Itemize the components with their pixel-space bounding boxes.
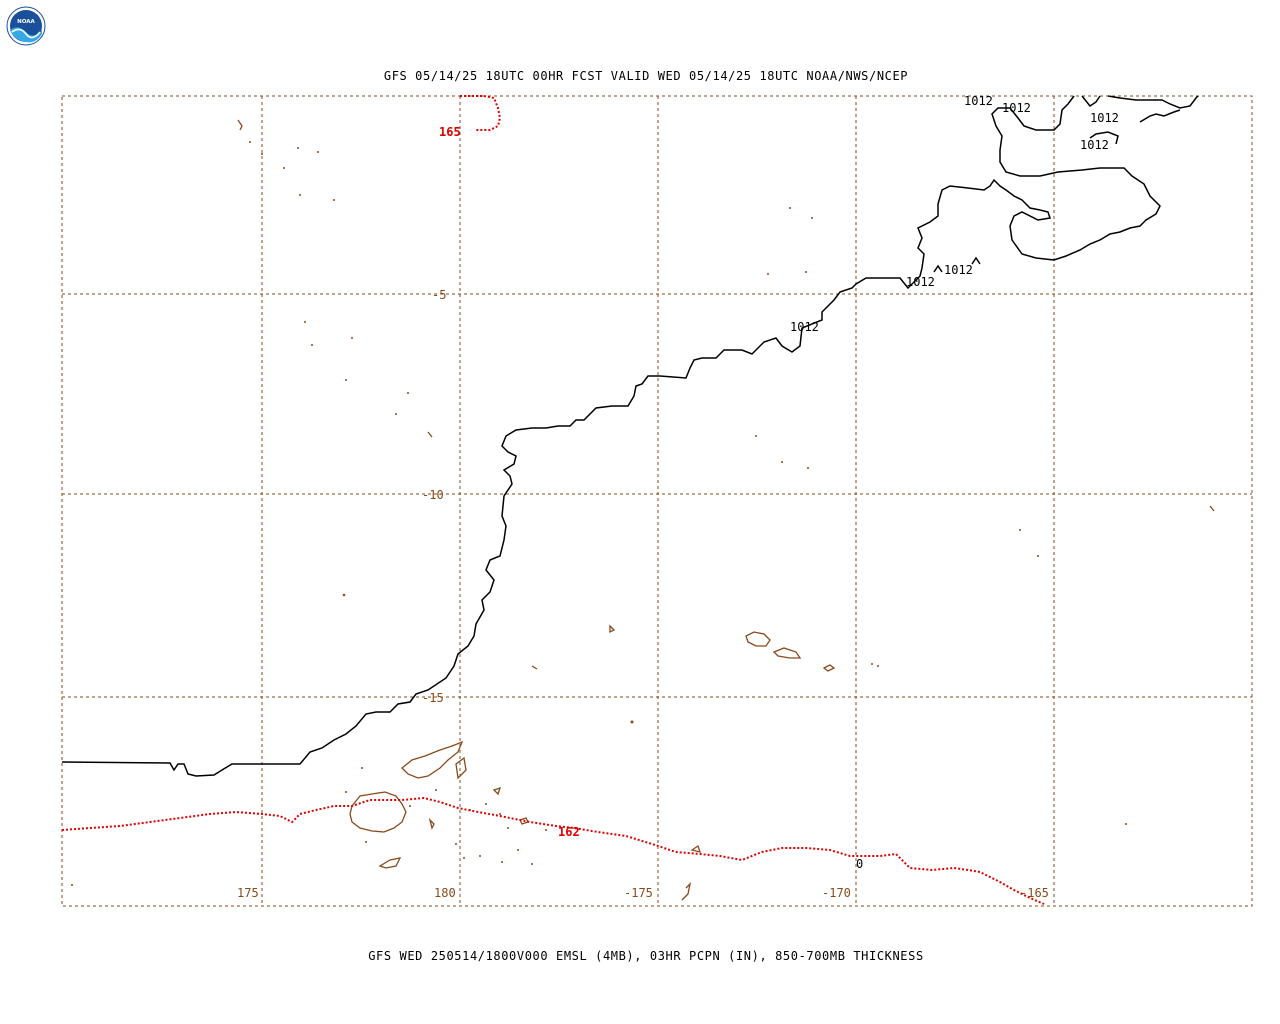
fiji-viti-levu	[349, 791, 407, 833]
noaa-logo-icon: NOAA	[6, 6, 46, 46]
lon-label-minus170: -170	[822, 886, 851, 900]
islet-10	[492, 786, 502, 796]
small-islands	[71, 141, 1127, 886]
lon-label-minus175: -175	[624, 886, 653, 900]
lat-label-minus5: -5	[432, 288, 446, 302]
thickness-label-165: 165	[439, 125, 461, 139]
coastlines	[237, 119, 1215, 901]
isobar-1012-ne	[1081, 95, 1101, 108]
map-caption: GFS WED 250514/1800V000 EMSL (4MB), 03HR…	[368, 949, 924, 963]
lat-label-minus15: -15	[422, 691, 444, 705]
islet-1	[822, 664, 836, 672]
isobar-label: 1012	[1002, 101, 1031, 115]
map-grid	[61, 95, 1253, 907]
map-label-zero: 0	[856, 857, 863, 871]
islet-5	[609, 624, 616, 634]
thickness-contours	[61, 95, 1045, 905]
fiji-vanua-levu	[401, 740, 464, 779]
islet-2	[681, 882, 692, 901]
islet-8	[690, 844, 701, 853]
isobar-label: 1012	[906, 275, 935, 289]
isobar-label: 1012	[964, 94, 993, 108]
isobar-1012-e	[1107, 95, 1199, 109]
fiji-taveuni	[455, 756, 467, 780]
lon-label-minus165: -165	[1020, 886, 1049, 900]
isobars	[61, 95, 1199, 777]
thickness-165	[460, 95, 502, 131]
noaa-logo-text: NOAA	[17, 19, 35, 25]
thickness-162	[61, 796, 1045, 905]
islet-6	[531, 665, 538, 670]
isobar-label: 1012	[790, 320, 819, 334]
islet-9	[428, 817, 435, 830]
isobar-1012-e2	[1139, 109, 1181, 123]
isobar-1012-main	[61, 178, 1041, 777]
isobar-1012-small-b	[933, 264, 943, 273]
islet-3	[237, 119, 243, 131]
isobar-label: 1012	[944, 263, 973, 277]
isobar-1012-loop	[991, 95, 1161, 261]
lat-label-minus10: -10	[422, 488, 444, 502]
isobar-1012-small-a	[1089, 131, 1119, 145]
samoa-upolu	[772, 647, 802, 659]
isobar-label: 1012	[1090, 111, 1119, 125]
fiji-kadavu	[378, 857, 402, 869]
thickness-label-162: 162	[558, 825, 580, 839]
isobar-label: 1012	[1080, 138, 1109, 152]
samoa-savaii	[745, 631, 771, 647]
isobar-1012-small-c	[971, 256, 981, 265]
lon-label-175: 175	[237, 886, 259, 900]
islet-4	[427, 431, 433, 438]
map-title: GFS 05/14/25 18UTC 00HR FCST VALID WED 0…	[383, 69, 909, 83]
islet-7	[1209, 505, 1215, 512]
lon-label-180: 180	[434, 886, 456, 900]
map-frame	[61, 95, 1253, 907]
